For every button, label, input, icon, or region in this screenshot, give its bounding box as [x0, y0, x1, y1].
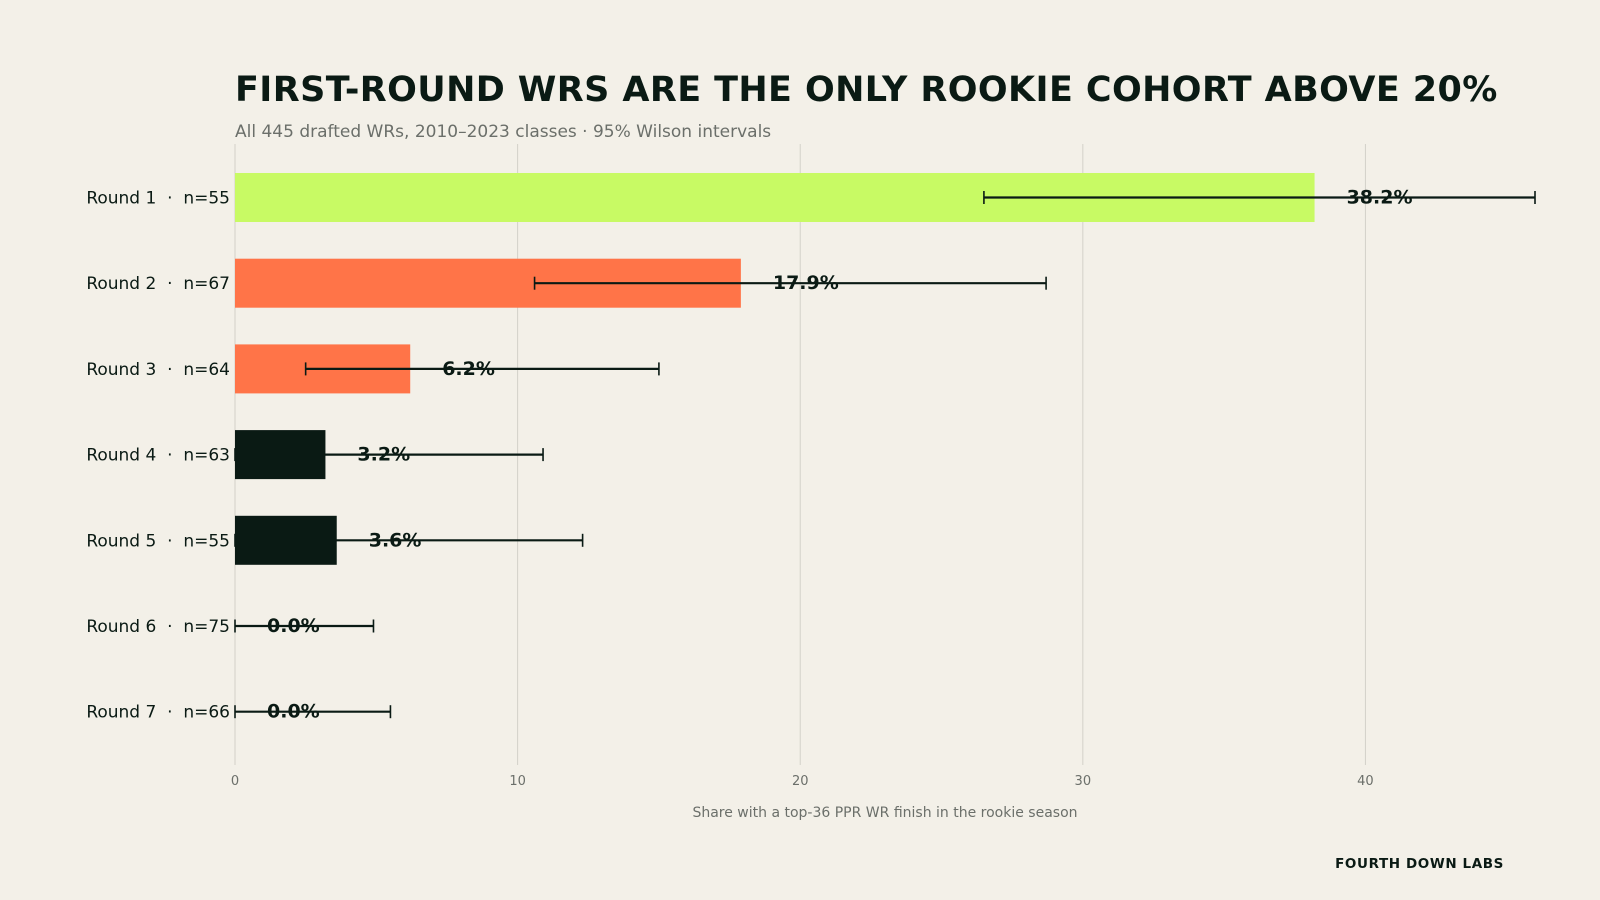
category-label: Round 5 · n=55: [86, 531, 230, 551]
category-label: Round 1 · n=55: [86, 189, 230, 209]
category-label: Round 7 · n=66: [86, 703, 230, 723]
category-label: Round 3 · n=64: [86, 360, 230, 380]
x-tick-label: 20: [792, 774, 809, 789]
category-label: Round 6 · n=75: [86, 617, 230, 637]
x-tick-label: 10: [509, 774, 526, 789]
data-label: 3.6%: [369, 529, 422, 551]
data-label: 38.2%: [1347, 187, 1413, 209]
x-axis-label: Share with a top-36 PPR WR finish in the…: [692, 805, 1078, 821]
data-label: 0.0%: [267, 615, 320, 637]
x-tick-label: 40: [1357, 774, 1374, 789]
category-label: Round 2 · n=67: [86, 274, 230, 294]
x-tick-label: 30: [1075, 774, 1092, 789]
chart-title: FIRST-ROUND WRS ARE THE ONLY ROOKIE COHO…: [235, 70, 1498, 110]
brand-wordmark: FOURTH DOWN LABS: [1335, 856, 1504, 872]
x-tick-label: 0: [231, 774, 239, 789]
data-label: 0.0%: [267, 701, 320, 723]
category-label: Round 4 · n=63: [86, 446, 230, 466]
data-label: 6.2%: [442, 358, 495, 380]
data-label: 3.2%: [357, 444, 410, 466]
chart-subtitle: All 445 drafted WRs, 2010–2023 classes ·…: [235, 122, 772, 142]
data-label: 17.9%: [773, 272, 839, 294]
